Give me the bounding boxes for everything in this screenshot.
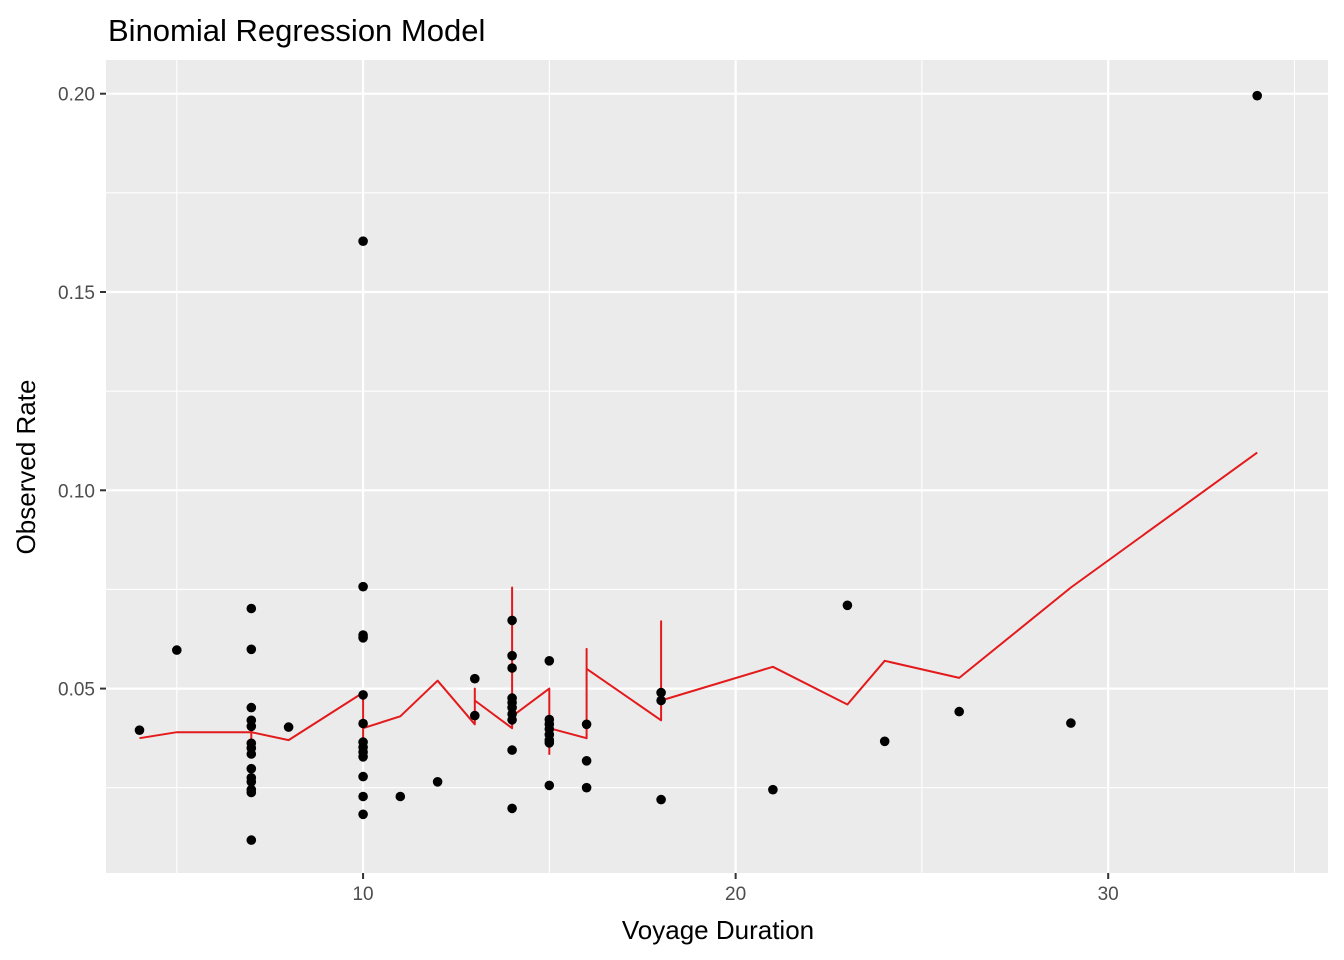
y-tick-label: 0.15 <box>58 283 95 304</box>
data-point <box>470 673 480 684</box>
data-point <box>581 756 592 766</box>
data-point <box>1066 718 1076 728</box>
minor-gridlines <box>106 60 1328 873</box>
data-point <box>507 803 517 814</box>
data-point <box>544 780 555 791</box>
data-point <box>358 752 368 762</box>
data-point <box>358 791 368 802</box>
x-tick-label: 30 <box>1098 884 1119 905</box>
data-point <box>358 718 368 729</box>
x-tick-label: 20 <box>725 884 746 905</box>
data-point <box>358 236 368 246</box>
data-point <box>358 690 368 700</box>
data-point <box>432 777 443 787</box>
plot-panel <box>106 60 1328 873</box>
data-point <box>358 633 368 643</box>
data-point <box>581 719 592 730</box>
data-point <box>246 603 257 614</box>
data-point <box>470 710 480 721</box>
x-axis-title: Voyage Duration <box>622 915 814 945</box>
data-point <box>358 771 368 782</box>
data-point <box>395 791 406 802</box>
data-point <box>507 650 517 661</box>
data-point <box>507 615 517 626</box>
data-points <box>134 90 1262 845</box>
y-axis: 0.05 0.10 0.15 0.20 <box>58 85 106 701</box>
data-point <box>358 809 368 820</box>
data-point <box>656 687 666 698</box>
data-point <box>134 725 145 735</box>
data-point <box>768 784 778 795</box>
chart-title: Binomial Regression Model <box>108 13 485 48</box>
data-point <box>656 695 666 706</box>
data-point <box>544 656 555 666</box>
data-point <box>954 706 964 717</box>
y-tick-label: 0.20 <box>58 85 95 106</box>
data-point <box>246 721 257 732</box>
data-point <box>507 663 517 673</box>
data-point <box>246 763 257 774</box>
data-point <box>507 745 517 755</box>
data-point <box>1252 90 1262 101</box>
y-tick-label: 0.10 <box>58 481 95 502</box>
data-point <box>879 736 890 747</box>
data-point <box>283 722 294 732</box>
data-point <box>358 581 368 592</box>
major-gridlines <box>106 60 1328 873</box>
data-point <box>507 715 517 725</box>
data-point <box>581 782 592 793</box>
fitted-line-layer <box>139 451 1258 755</box>
x-tick-label: 10 <box>352 884 373 905</box>
data-point <box>246 777 257 787</box>
data-point <box>656 794 666 805</box>
data-point <box>544 738 555 748</box>
data-point <box>172 645 182 655</box>
data-point <box>246 702 257 713</box>
y-tick-label: 0.05 <box>58 680 95 701</box>
data-point <box>246 787 257 798</box>
x-axis: 10 20 30 <box>352 873 1119 905</box>
data-point <box>246 749 257 759</box>
fitted-line <box>139 451 1258 755</box>
data-point <box>842 600 853 611</box>
data-point <box>246 644 257 655</box>
y-axis-title: Observed Rate <box>11 380 41 555</box>
data-point <box>246 835 257 845</box>
